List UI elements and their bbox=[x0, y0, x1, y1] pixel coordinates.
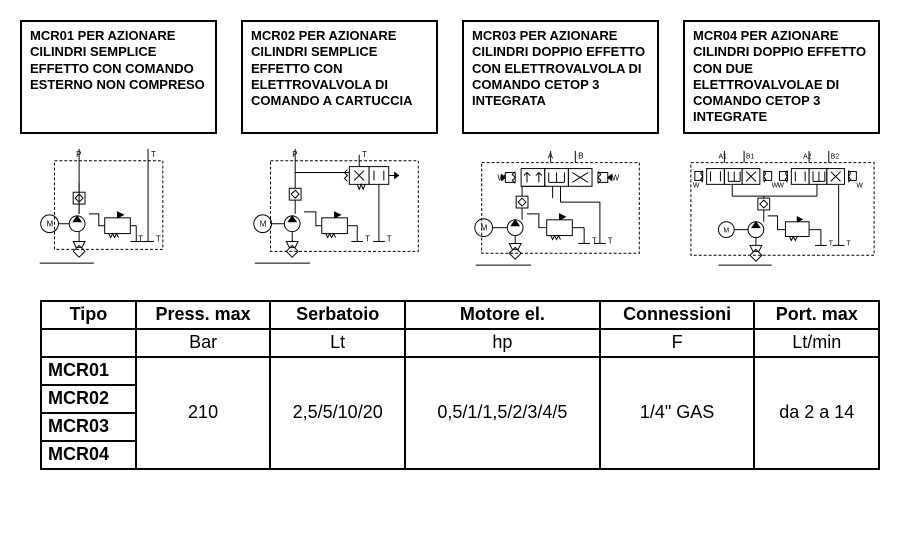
port-label: A1 bbox=[718, 153, 727, 160]
diagram-mcr01: P T M bbox=[20, 142, 217, 272]
unit-tipo bbox=[41, 329, 136, 357]
col-serbatoio: Serbatoio bbox=[270, 301, 405, 329]
col-connessioni: Connessioni bbox=[600, 301, 755, 329]
port-label: B1 bbox=[746, 153, 755, 160]
svg-text:T: T bbox=[387, 234, 392, 243]
table-row: MCR01 210 2,5/5/10/20 0,5/1/1,5/2/3/4/5 … bbox=[41, 357, 879, 385]
unit-press-max: Bar bbox=[136, 329, 270, 357]
cell-type: MCR02 bbox=[41, 385, 136, 413]
desc-box-mcr01: MCR01 PER AZIONARE CILINDRI SEMPLICE EFF… bbox=[20, 20, 217, 134]
svg-text:T: T bbox=[156, 234, 161, 243]
description-row: MCR01 PER AZIONARE CILINDRI SEMPLICE EFF… bbox=[20, 20, 880, 134]
svg-text:M: M bbox=[260, 219, 267, 228]
cell-port-max: da 2 a 14 bbox=[754, 357, 879, 469]
unit-connessioni: F bbox=[600, 329, 755, 357]
unit-port-max: Lt/min bbox=[754, 329, 879, 357]
unit-motore: hp bbox=[405, 329, 600, 357]
cell-type: MCR01 bbox=[41, 357, 136, 385]
diagram-row: P T M bbox=[20, 142, 880, 272]
port-label: B2 bbox=[831, 153, 840, 160]
table-header-row: Tipo Press. max Serbatoio Motore el. Con… bbox=[41, 301, 879, 329]
col-motore: Motore el. bbox=[405, 301, 600, 329]
cell-type: MCR03 bbox=[41, 413, 136, 441]
svg-text:T: T bbox=[847, 240, 852, 247]
cell-motore: 0,5/1/1,5/2/3/4/5 bbox=[405, 357, 600, 469]
svg-text:T: T bbox=[608, 236, 613, 245]
svg-text:M: M bbox=[723, 227, 729, 234]
port-label: B bbox=[578, 151, 583, 160]
svg-text:M: M bbox=[47, 219, 54, 228]
diagram-mcr04: A1 B1 A2 B2 W W W W bbox=[683, 142, 880, 272]
svg-text:T: T bbox=[829, 240, 834, 247]
table-units-row: Bar Lt hp F Lt/min bbox=[41, 329, 879, 357]
svg-text:W: W bbox=[612, 173, 620, 182]
port-label: P bbox=[76, 149, 81, 158]
port-label: T bbox=[362, 149, 367, 158]
svg-text:T: T bbox=[365, 234, 370, 243]
cell-serbatoio: 2,5/5/10/20 bbox=[270, 357, 405, 469]
diagram-mcr02: P T M T bbox=[241, 142, 438, 272]
spec-table: Tipo Press. max Serbatoio Motore el. Con… bbox=[40, 300, 880, 470]
cell-type: MCR04 bbox=[41, 441, 136, 469]
unit-serbatoio: Lt bbox=[270, 329, 405, 357]
svg-text:T: T bbox=[592, 236, 597, 245]
svg-text:W: W bbox=[778, 182, 785, 189]
cell-connessioni: 1/4" GAS bbox=[600, 357, 755, 469]
svg-text:W: W bbox=[497, 173, 505, 182]
port-label: T bbox=[151, 149, 156, 158]
svg-text:W: W bbox=[693, 182, 700, 189]
desc-box-mcr02: MCR02 PER AZIONARE CILINDRI SEMPLICE EFF… bbox=[241, 20, 438, 134]
col-tipo: Tipo bbox=[41, 301, 136, 329]
svg-text:T: T bbox=[138, 234, 143, 243]
cell-press-max: 210 bbox=[136, 357, 270, 469]
port-label: P bbox=[292, 149, 297, 158]
svg-text:W: W bbox=[856, 182, 863, 189]
svg-text:M: M bbox=[481, 223, 488, 232]
col-port-max: Port. max bbox=[754, 301, 879, 329]
diagram-mcr03: A B W W M bbox=[462, 142, 659, 272]
desc-box-mcr04: MCR04 PER AZIONARE CILINDRI DOPPIO EFFET… bbox=[683, 20, 880, 134]
col-press-max: Press. max bbox=[136, 301, 270, 329]
port-label: A bbox=[548, 151, 554, 160]
port-label: A2 bbox=[803, 153, 812, 160]
desc-box-mcr03: MCR03 PER AZIONARE CILINDRI DOPPIO EFFET… bbox=[462, 20, 659, 134]
